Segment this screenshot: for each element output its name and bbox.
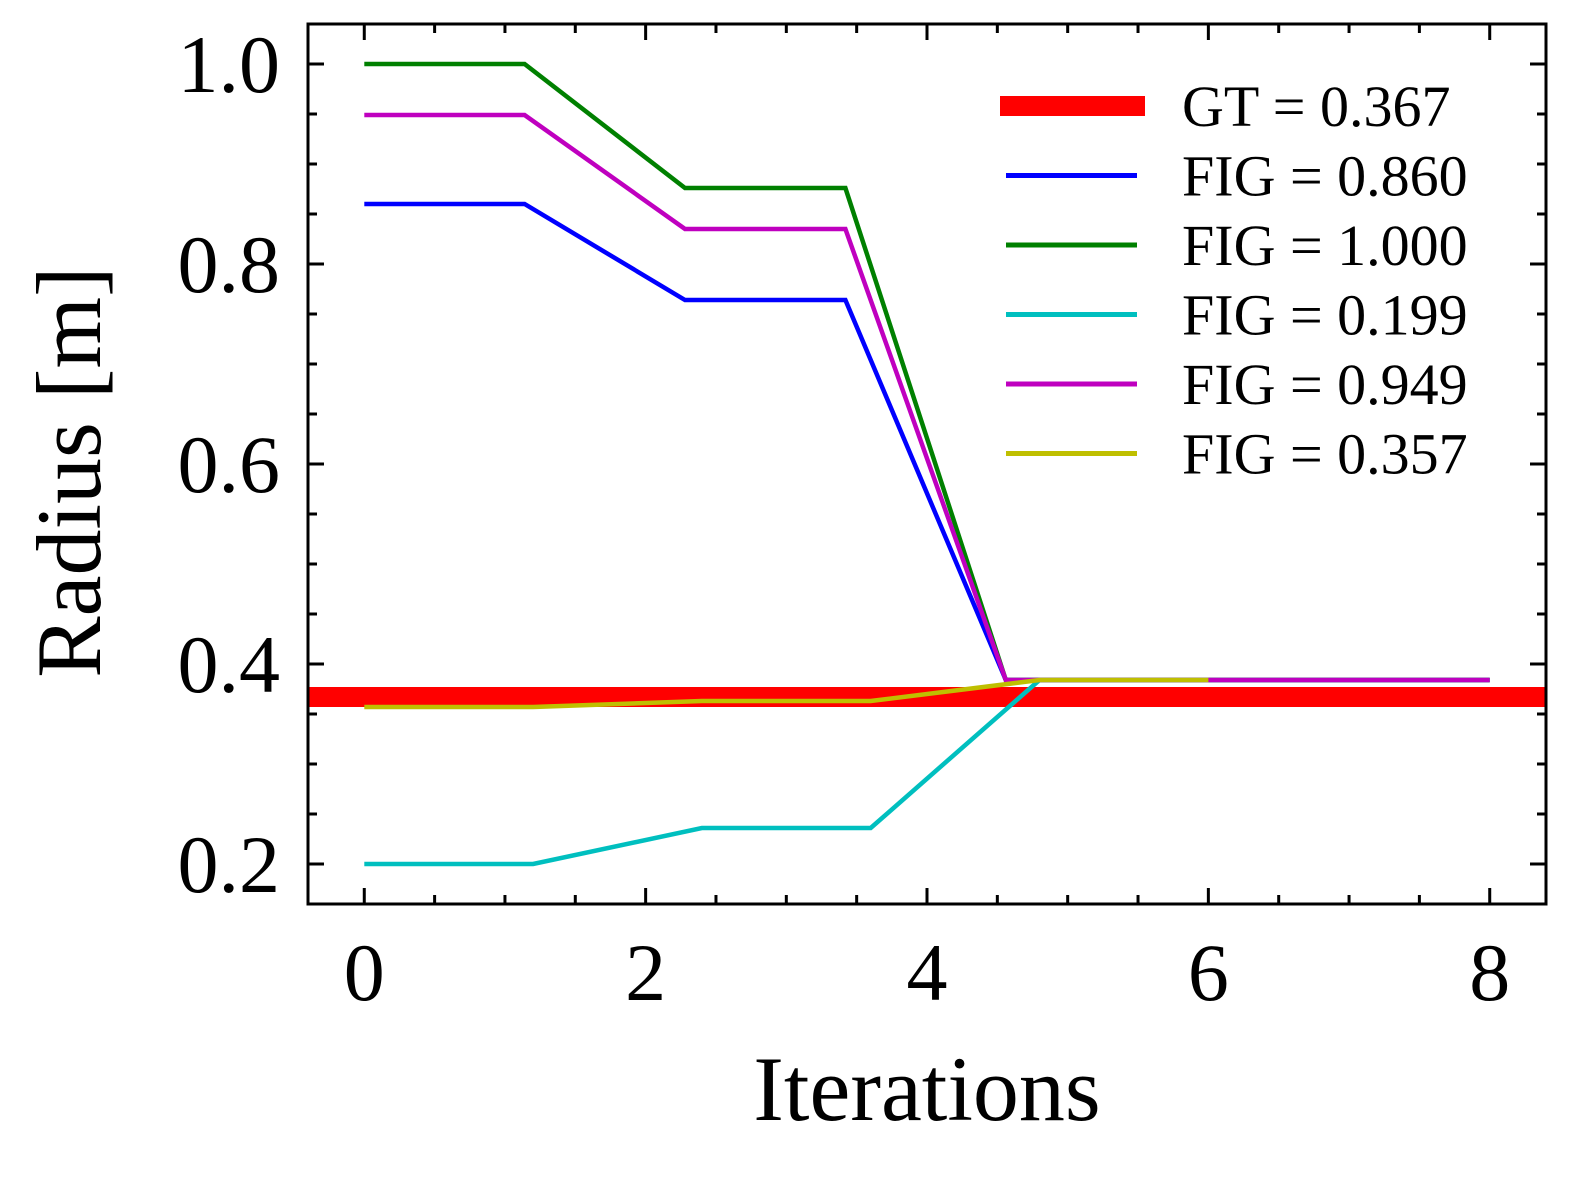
y-tick-label: 0.2 <box>178 819 281 910</box>
y-tick-label: 0.6 <box>178 419 281 510</box>
legend-entry: FIG = 0.199 <box>1006 283 1468 348</box>
legend-entry: FIG = 0.357 <box>1006 422 1468 487</box>
x-tick-label: 8 <box>1469 927 1510 1018</box>
y-tick-label: 1.0 <box>178 19 281 110</box>
ticks-layer <box>308 24 1546 904</box>
x-tick-label: 0 <box>344 927 385 1018</box>
series-line-4 <box>364 112 1490 683</box>
series-layer <box>308 61 1546 867</box>
y-axis-title: Radius [m] <box>18 266 120 677</box>
legend-label: FIG = 0.199 <box>1182 283 1468 348</box>
tick-labels: 0 2 4 6 8 0.2 0.4 0.6 0.8 1.0 <box>178 19 1511 1018</box>
x-axis-title: Iterations <box>753 1038 1100 1140</box>
legend-label: FIG = 0.860 <box>1182 144 1468 209</box>
legend-label: FIG = 1.000 <box>1182 213 1468 278</box>
series-line-5 <box>364 677 1209 710</box>
legend-entry: GT = 0.367 <box>1000 74 1450 139</box>
x-tick-label: 2 <box>625 927 666 1018</box>
x-tick-label: 6 <box>1188 927 1229 1018</box>
y-tick-label: 0.4 <box>178 619 281 710</box>
legend-entry: FIG = 1.000 <box>1006 213 1468 278</box>
y-tick-label: 0.8 <box>178 219 281 310</box>
legend-label: GT = 0.367 <box>1182 74 1450 139</box>
legend-label: FIG = 0.949 <box>1182 352 1468 417</box>
x-tick-label: 4 <box>907 927 948 1018</box>
legend-label: FIG = 0.357 <box>1182 422 1468 487</box>
legend-entry: FIG = 0.860 <box>1006 144 1468 209</box>
legend-entry: FIG = 0.949 <box>1006 352 1468 417</box>
